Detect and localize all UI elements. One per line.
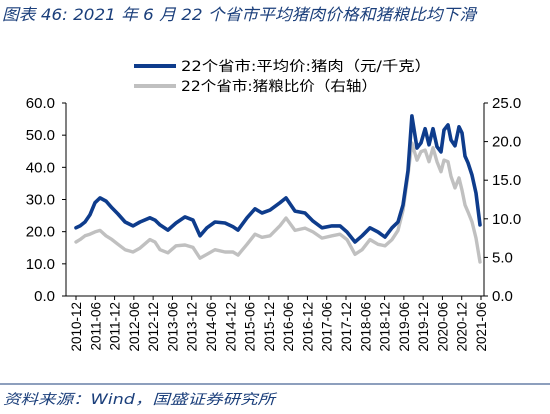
x-tick-label: 2013-06 <box>165 302 180 352</box>
legend: 22个省市:平均价:猪肉（元/千克） 22个省市:猪粮比价（右轴） <box>134 58 431 95</box>
legend-label-hog-grain-ratio: 22个省市:猪粮比价（右轴） <box>181 78 377 95</box>
x-tick-label: 2014-12 <box>223 302 238 352</box>
x-tick-label: 2015-06 <box>243 302 258 352</box>
x-tick-label: 2021-06 <box>474 302 489 352</box>
x-tick-label: 2016-06 <box>281 302 296 352</box>
y-left-tick-label: 10.0 <box>26 256 55 273</box>
x-tick-label: 2010-12 <box>69 302 84 352</box>
x-tick-label: 2015-12 <box>262 302 277 352</box>
x-tick-label: 2020-06 <box>435 302 450 352</box>
y-left-tick-label: 20.0 <box>26 224 55 241</box>
y-left-tick-label: 50.0 <box>26 127 55 144</box>
series-line-hog-grain-ratio <box>74 141 482 264</box>
y-left-tick-label: 40.0 <box>26 159 55 176</box>
series-line-pork-price <box>74 114 482 244</box>
x-tick-label: 2017-12 <box>339 302 354 352</box>
x-tick-label: 2020-12 <box>455 302 470 352</box>
x-tick-label: 2018-06 <box>358 302 373 352</box>
y-right-tick-label: 10.0 <box>492 211 521 228</box>
x-tick-label: 2019-12 <box>416 302 431 352</box>
x-tick-label: 2012-06 <box>127 302 142 352</box>
y-left-tick-label: 0.0 <box>34 288 55 305</box>
x-tick-label: 2017-06 <box>320 302 335 352</box>
y-right-tick-label: 25.0 <box>492 95 521 112</box>
y-left-tick-label: 30.0 <box>26 192 55 209</box>
x-tick-label: 2012-12 <box>146 302 161 352</box>
y-right-tick-label: 20.0 <box>492 134 521 151</box>
y-left-tick-label: 60.0 <box>26 95 55 112</box>
y-right-tick-label: 0.0 <box>492 288 513 305</box>
x-tick-label: 2013-12 <box>185 302 200 352</box>
y-right-tick-label: 15.0 <box>492 172 521 189</box>
legend-label-pork-price: 22个省市:平均价:猪肉（元/千克） <box>181 58 431 75</box>
x-tick-label: 2011-06 <box>88 302 103 351</box>
source-note: 资料来源：Wind，国盛证券研究所 <box>3 392 277 408</box>
x-tick-label: 2014-06 <box>204 302 219 352</box>
x-tick-label: 2016-12 <box>300 302 315 352</box>
plot-area <box>74 114 482 264</box>
x-tick-label: 2019-06 <box>397 302 412 352</box>
axes: 0.0 10.0 20.0 30.0 40.0 50.0 60.0 0.0 5.0 10.0 15.… <box>26 95 521 352</box>
x-tick-label: 2011-12 <box>108 302 123 351</box>
x-tick-label: 2018-12 <box>378 302 393 352</box>
chart-title: 图表 46: 2021 年 6 月 22 个省市平均猪肉价格和猪粮比均下滑 <box>2 5 478 24</box>
y-right-tick-label: 5.0 <box>492 249 513 266</box>
